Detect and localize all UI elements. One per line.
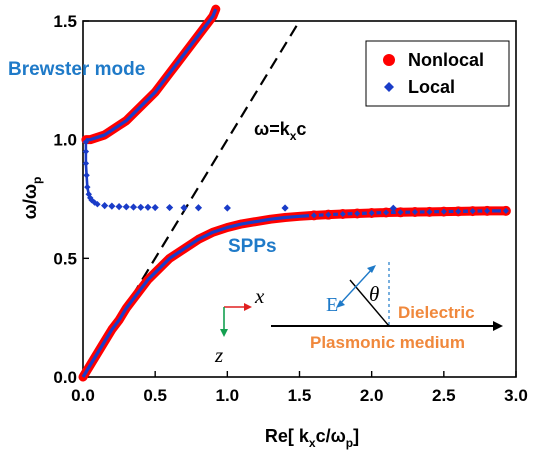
local-point bbox=[129, 203, 138, 211]
local-point bbox=[310, 212, 317, 219]
local-point bbox=[325, 211, 332, 218]
x-tick-label: 1.0 bbox=[216, 386, 240, 405]
y-tick-label: 1.5 bbox=[53, 12, 77, 31]
local-point bbox=[455, 208, 462, 215]
z-direction-arrowhead bbox=[220, 329, 228, 337]
local-point bbox=[91, 199, 98, 206]
x-axis-ticks: 0.0 0.5 1.0 1.5 2.0 2.5 3.0 bbox=[71, 371, 528, 405]
local-point bbox=[426, 208, 433, 215]
z-axis-symbol: z bbox=[214, 343, 223, 367]
light-line bbox=[82, 20, 301, 378]
x-direction-arrowhead bbox=[244, 303, 252, 311]
local-point bbox=[354, 210, 361, 217]
local-point bbox=[397, 209, 404, 216]
local-point bbox=[281, 204, 289, 212]
local-point bbox=[122, 203, 130, 211]
legend-nonlocal-label: Nonlocal bbox=[408, 50, 484, 70]
x-tick-label: 2.0 bbox=[360, 386, 384, 405]
x-tick-label: 2.5 bbox=[432, 386, 456, 405]
x-axis-symbol: x bbox=[254, 284, 265, 308]
legend: Nonlocal Local bbox=[365, 40, 510, 107]
local-point bbox=[82, 138, 90, 146]
local-point bbox=[389, 204, 397, 212]
x-tick-label: 1.5 bbox=[288, 386, 312, 405]
x-tick-label: 0.0 bbox=[71, 386, 95, 405]
local-series-points bbox=[82, 138, 509, 219]
local-point bbox=[502, 207, 509, 214]
y-axis-ticks: 0.0 0.5 1.0 1.5 bbox=[53, 12, 89, 387]
y-tick-label: 1.0 bbox=[53, 131, 77, 150]
local-point bbox=[84, 183, 91, 191]
local-point bbox=[223, 204, 231, 212]
local-point bbox=[85, 191, 92, 198]
local-point bbox=[180, 204, 188, 212]
interface-arrowhead bbox=[493, 321, 503, 331]
brewster-mode-label: Brewster mode bbox=[8, 59, 145, 80]
local-point bbox=[94, 201, 101, 208]
local-point bbox=[101, 202, 109, 210]
local-point bbox=[82, 160, 90, 167]
spp-label: SPPs bbox=[228, 236, 277, 257]
local-point bbox=[82, 148, 90, 155]
y-tick-label: 0.5 bbox=[53, 249, 77, 268]
local-point bbox=[368, 210, 375, 217]
legend-local-marker bbox=[384, 82, 394, 92]
e-field-arrowhead-down bbox=[336, 300, 345, 308]
local-point bbox=[108, 202, 116, 210]
local-point bbox=[440, 208, 447, 215]
legend-local-label: Local bbox=[408, 77, 455, 97]
local-point bbox=[469, 208, 476, 215]
light-line-label: ω=kxc bbox=[254, 119, 306, 143]
local-point bbox=[151, 203, 159, 212]
local-point bbox=[411, 209, 418, 216]
local-point bbox=[484, 207, 491, 214]
local-point bbox=[339, 210, 346, 217]
legend-nonlocal-marker bbox=[383, 54, 395, 66]
theta-symbol: θ bbox=[369, 282, 379, 306]
e-field-symbol: E bbox=[326, 294, 338, 316]
local-point bbox=[166, 203, 174, 212]
local-point bbox=[383, 209, 390, 216]
nonlocal-curve-lower-branch bbox=[78, 206, 511, 382]
local-curve-lower-branch bbox=[81, 209, 506, 378]
local-point bbox=[144, 203, 152, 211]
x-axis-label: Re[ kxc/ωp] bbox=[265, 426, 359, 450]
e-field-arrow bbox=[338, 267, 374, 306]
inset-schematic: x z E θ Dielectric Plasmonic medium bbox=[214, 262, 503, 367]
local-point bbox=[83, 172, 90, 179]
local-point bbox=[137, 203, 145, 211]
local-point bbox=[115, 202, 123, 211]
local-curve-upper-branch bbox=[85, 8, 218, 142]
y-axis-label: ω/ωp bbox=[20, 177, 44, 220]
dielectric-label: Dielectric bbox=[398, 303, 475, 322]
incident-ray bbox=[349, 279, 390, 327]
x-tick-label: 3.0 bbox=[504, 386, 528, 405]
plasmonic-medium-label: Plasmonic medium bbox=[310, 333, 465, 352]
local-point bbox=[194, 204, 203, 212]
legend-box bbox=[365, 40, 510, 107]
x-tick-label: 0.5 bbox=[143, 386, 167, 405]
y-tick-label: 0.0 bbox=[53, 368, 77, 387]
e-field-arrowhead-up bbox=[367, 265, 376, 273]
